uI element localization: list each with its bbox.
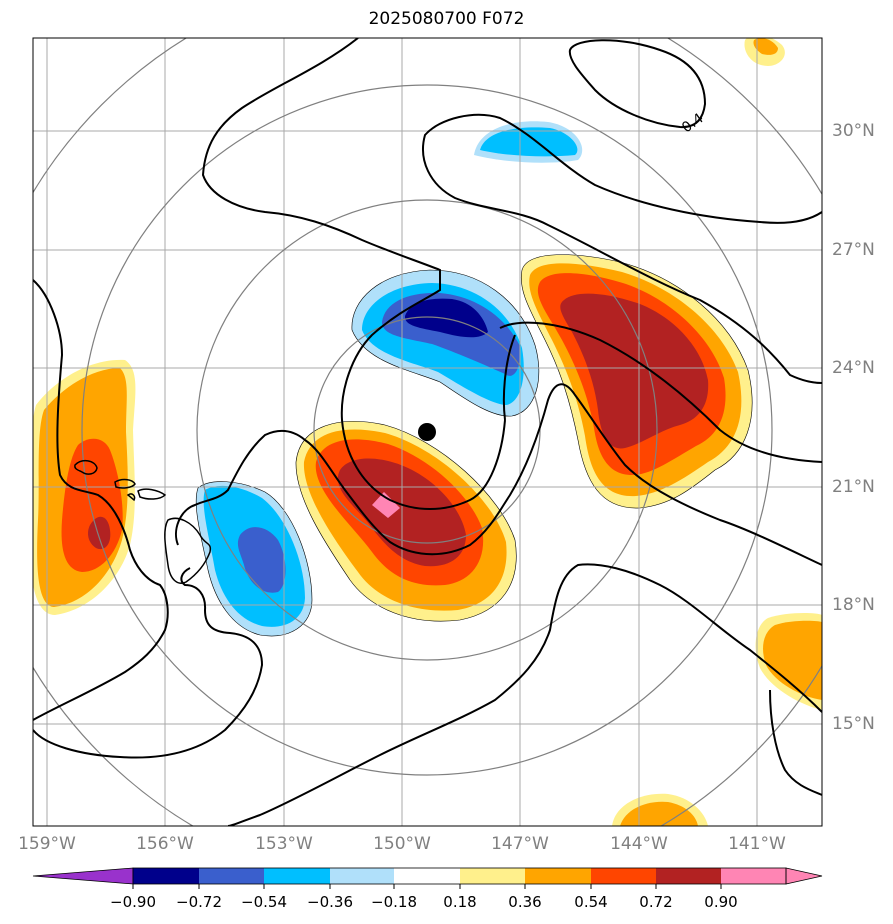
- island-kauai: [74, 460, 98, 475]
- contour-line: [33, 567, 264, 759]
- contour-line: [33, 279, 169, 721]
- colorbar-tick-label: −0.18: [371, 893, 417, 911]
- colorbar-tick-label: −0.72: [176, 893, 222, 911]
- storm-center-marker: [418, 423, 436, 441]
- island-maui: [126, 493, 136, 502]
- lon-label: 159°W: [18, 834, 76, 854]
- colorbar-bin: [591, 868, 656, 884]
- colorbar-bin: [133, 868, 199, 884]
- colorbar-tick-label: −0.54: [241, 893, 287, 911]
- colorbar-bin: [199, 868, 264, 884]
- shading-negative: [196, 121, 583, 636]
- contour-line: [422, 113, 822, 384]
- colorbar-bin: [721, 868, 786, 884]
- colorbar-tick-label: 0.90: [704, 893, 738, 911]
- colorbar-tick-label: 0.36: [508, 893, 542, 911]
- contours: [33, 38, 822, 826]
- graticule: [33, 38, 822, 826]
- lat-label: 24°N: [832, 358, 875, 378]
- contour-line: [175, 383, 822, 566]
- lat-label: 27°N: [832, 240, 875, 260]
- lon-label: 153°W: [255, 834, 313, 854]
- colorbar-bin: [394, 868, 460, 884]
- contour-line: [227, 563, 822, 826]
- colorbar-bin: [656, 868, 721, 884]
- colorbar-bin: [264, 868, 330, 884]
- lat-label: 18°N: [832, 595, 875, 615]
- range-ring: [196, 199, 658, 661]
- colorbar-tick-label: 0.72: [639, 893, 673, 911]
- colorbar: [32, 867, 823, 889]
- island-molokai: [137, 488, 167, 500]
- lon-label: 156°W: [136, 834, 194, 854]
- contour-line: [201, 38, 506, 510]
- lat-label: 30°N: [832, 121, 875, 141]
- colorbar-bin: [525, 868, 591, 884]
- island-hawaii: [164, 517, 212, 584]
- contour-line: [769, 689, 822, 796]
- map-frame: [32, 37, 823, 827]
- colorbar-tick-label: −0.90: [110, 893, 156, 911]
- range-ring: [81, 84, 773, 776]
- lon-label: 147°W: [491, 834, 549, 854]
- map-title: 2025080700 F072: [368, 9, 525, 29]
- lon-label: 144°W: [610, 834, 668, 854]
- lon-label: 150°W: [373, 834, 431, 854]
- contour-line: [568, 39, 707, 129]
- colorbar-bin: [330, 868, 394, 884]
- coastline: [74, 460, 212, 584]
- colorbar-tick-label: 0.18: [443, 893, 477, 911]
- island-oahu: [114, 478, 136, 489]
- colorbar-bin: [460, 868, 525, 884]
- colorbar-extend-high: [785, 867, 823, 885]
- colorbar-tick-label: 0.54: [574, 893, 608, 911]
- colorbar-extend-low: [32, 867, 134, 885]
- lat-label: 15°N: [832, 714, 875, 734]
- lat-label: 21°N: [832, 477, 875, 497]
- contour-line: [499, 321, 822, 463]
- lon-label: 141°W: [728, 834, 786, 854]
- contour-line: [502, 334, 516, 421]
- colorbar-tick-label: −0.36: [307, 893, 353, 911]
